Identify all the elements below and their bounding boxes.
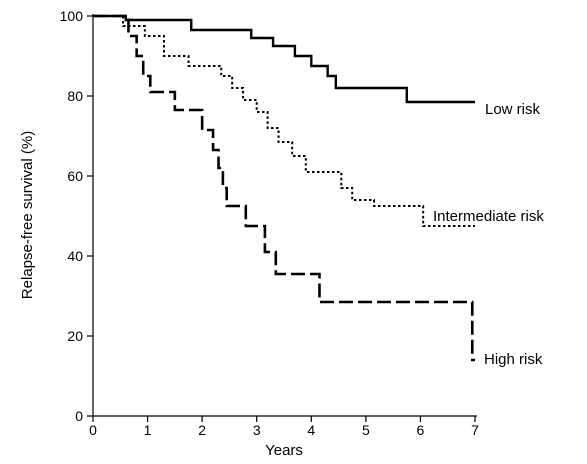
x-tick-label: 2 [198, 422, 206, 438]
y-tick-label: 40 [67, 248, 83, 264]
axes [92, 14, 477, 417]
x-tick-label: 4 [307, 422, 315, 438]
series-label-high-risk: High risk [484, 351, 543, 368]
series-lines [93, 14, 475, 362]
x-tick-label: 7 [471, 422, 479, 438]
x-tick-label: 3 [253, 422, 261, 438]
series-line-intermediate-risk [93, 15, 475, 227]
x-tick-label: 6 [417, 422, 425, 438]
x-tick-label: 0 [89, 422, 97, 438]
y-tick-label: 60 [67, 168, 83, 184]
y-tick-label: 100 [60, 8, 84, 24]
series-label-intermediate-risk: Intermediate risk [433, 208, 544, 225]
series-line-low-risk [93, 14, 475, 104]
y-tick-label: 20 [67, 328, 83, 344]
series-line-high-risk [93, 14, 475, 362]
x-axis-label: Years [265, 442, 303, 459]
series-label-low-risk: Low risk [485, 101, 541, 118]
series-labels: Low risk Intermediate risk High risk [433, 101, 544, 368]
x-tick-label: 5 [362, 422, 370, 438]
y-axis-label: Relapse-free survival (%) [19, 131, 36, 299]
x-tick-label: 1 [144, 422, 152, 438]
y-tick-label: 80 [67, 88, 83, 104]
tick-marks: 0 1 2 3 4 5 6 7 0 20 40 60 80 100 [60, 8, 479, 438]
y-tick-label: 0 [75, 408, 83, 424]
